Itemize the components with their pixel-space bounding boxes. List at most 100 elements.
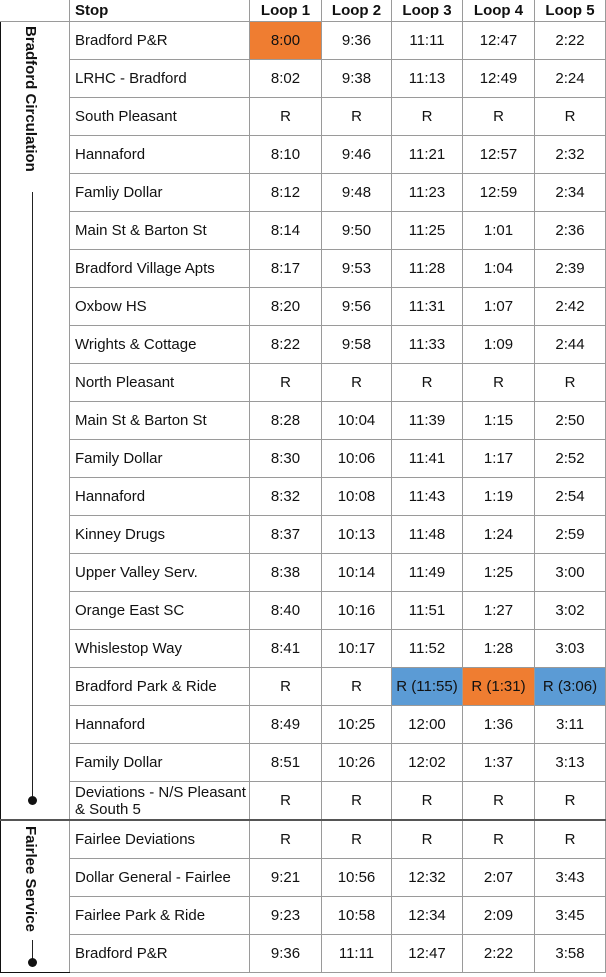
time-cell: 9:36 <box>321 21 392 60</box>
time-cell: 10:16 <box>321 591 392 630</box>
stop-name: Hannaford <box>69 477 250 516</box>
time-cell: 1:27 <box>462 591 535 630</box>
time-cell: 9:50 <box>321 211 392 250</box>
table-row: Hannaford 8:49 10:25 12:00 1:36 3:11 <box>1 705 606 744</box>
time-cell: 8:14 <box>249 211 322 250</box>
time-cell: 8:02 <box>249 59 322 98</box>
time-cell: 8:30 <box>249 439 322 478</box>
time-cell: 12:00 <box>391 705 463 744</box>
time-cell: 2:59 <box>534 515 606 554</box>
header-loop-2: Loop 2 <box>321 0 392 22</box>
time-cell: 3:43 <box>534 858 606 897</box>
table-row: Wrights & Cottage 8:22 9:58 11:33 1:09 2:44 <box>1 325 606 364</box>
time-cell: 12:47 <box>391 934 463 973</box>
stop-name: Famliy Dollar <box>69 173 250 212</box>
table-row: Bradford Park & Ride R R R (11:55) R (1:31) R… <box>1 667 606 706</box>
table-row: Hannaford 8:32 10:08 11:43 1:19 2:54 <box>1 477 606 516</box>
time-cell: 8:37 <box>249 515 322 554</box>
table-row: Family Dollar 8:51 10:26 12:02 1:37 3:13 <box>1 743 606 782</box>
time-cell: 1:07 <box>462 287 535 326</box>
time-cell: 3:03 <box>534 629 606 668</box>
time-cell: R <box>321 97 392 136</box>
stop-name: Hannaford <box>69 705 250 744</box>
time-cell: 3:11 <box>534 705 606 744</box>
time-cell: 1:15 <box>462 401 535 440</box>
time-cell: R <box>391 819 463 859</box>
header-stop: Stop <box>69 0 250 22</box>
section-line-fairlee <box>32 940 33 962</box>
time-cell: 8:51 <box>249 743 322 782</box>
time-cell: 11:41 <box>391 439 463 478</box>
time-cell: R <box>462 97 535 136</box>
time-cell: 2:39 <box>534 249 606 288</box>
time-cell: 2:09 <box>462 896 535 935</box>
time-cell: 11:33 <box>391 325 463 364</box>
time-cell: R (1:31) <box>462 667 535 706</box>
table-row: Upper Valley Serv. 8:38 10:14 11:49 1:25 3:00 <box>1 553 606 592</box>
stop-name: South Pleasant <box>69 97 250 136</box>
time-cell: 11:21 <box>391 135 463 174</box>
time-cell: 11:23 <box>391 173 463 212</box>
time-cell: 3:00 <box>534 553 606 592</box>
time-cell: 2:50 <box>534 401 606 440</box>
time-cell: 12:49 <box>462 59 535 98</box>
time-cell: 11:52 <box>391 629 463 668</box>
time-cell: 2:52 <box>534 439 606 478</box>
stop-name: Main St & Barton St <box>69 401 250 440</box>
time-cell: 1:19 <box>462 477 535 516</box>
time-cell: 10:14 <box>321 553 392 592</box>
time-cell: 8:00 <box>249 21 322 60</box>
time-cell: 9:23 <box>249 896 322 935</box>
table-row: South Pleasant R R R R R <box>1 97 606 136</box>
stop-name: Bradford Park & Ride <box>69 667 250 706</box>
time-cell: 2:36 <box>534 211 606 250</box>
time-cell: 3:58 <box>534 934 606 973</box>
table-row: Bradford P&R 9:36 11:11 12:47 2:22 3:58 <box>1 934 606 973</box>
section-side-cell <box>0 819 70 973</box>
time-cell: 3:45 <box>534 896 606 935</box>
time-cell: 2:44 <box>534 325 606 364</box>
table-row: Famliy Dollar 8:12 9:48 11:23 12:59 2:34 <box>1 173 606 212</box>
table-row: Kinney Drugs 8:37 10:13 11:48 1:24 2:59 <box>1 515 606 554</box>
time-cell: 1:17 <box>462 439 535 478</box>
header-loop-1: Loop 1 <box>249 0 322 22</box>
time-cell: 11:13 <box>391 59 463 98</box>
table-row: Fairlee Deviations R R R R R <box>0 819 606 973</box>
time-cell: 1:24 <box>462 515 535 554</box>
header-loop-4: Loop 4 <box>462 0 535 22</box>
section-title-fairlee: Fairlee Service <box>22 826 39 932</box>
time-cell: 10:17 <box>321 629 392 668</box>
time-cell: 8:10 <box>249 135 322 174</box>
time-cell: 12:47 <box>462 21 535 60</box>
time-cell: 1:37 <box>462 743 535 782</box>
time-cell: 11:48 <box>391 515 463 554</box>
time-cell: R <box>321 363 392 402</box>
time-cell: R <box>321 781 392 821</box>
time-cell: 1:04 <box>462 249 535 288</box>
stop-name: Hannaford <box>69 135 250 174</box>
time-cell: 11:51 <box>391 591 463 630</box>
time-cell: 12:34 <box>391 896 463 935</box>
time-cell: R <box>391 363 463 402</box>
stop-name: Wrights & Cottage <box>69 325 250 364</box>
time-cell: R <box>249 667 322 706</box>
time-cell: 2:22 <box>534 21 606 60</box>
time-cell: 2:34 <box>534 173 606 212</box>
time-cell: 12:57 <box>462 135 535 174</box>
time-cell: 2:22 <box>462 934 535 973</box>
time-cell: R <box>321 819 392 859</box>
time-cell: R <box>462 781 535 821</box>
time-cell: 9:38 <box>321 59 392 98</box>
time-cell: 2:54 <box>534 477 606 516</box>
time-cell: R (3:06) <box>534 667 606 706</box>
stop-name: Oxbow HS <box>69 287 250 326</box>
stop-name: Deviations - N/S Pleasant & South 5 <box>69 781 250 821</box>
time-cell: 8:32 <box>249 477 322 516</box>
time-cell: 10:13 <box>321 515 392 554</box>
time-cell: 10:04 <box>321 401 392 440</box>
time-cell: 3:13 <box>534 743 606 782</box>
time-cell: 9:56 <box>321 287 392 326</box>
table-row: Main St & Barton St 8:28 10:04 11:39 1:15 2:5… <box>1 401 606 440</box>
section-side-cell <box>0 21 70 821</box>
